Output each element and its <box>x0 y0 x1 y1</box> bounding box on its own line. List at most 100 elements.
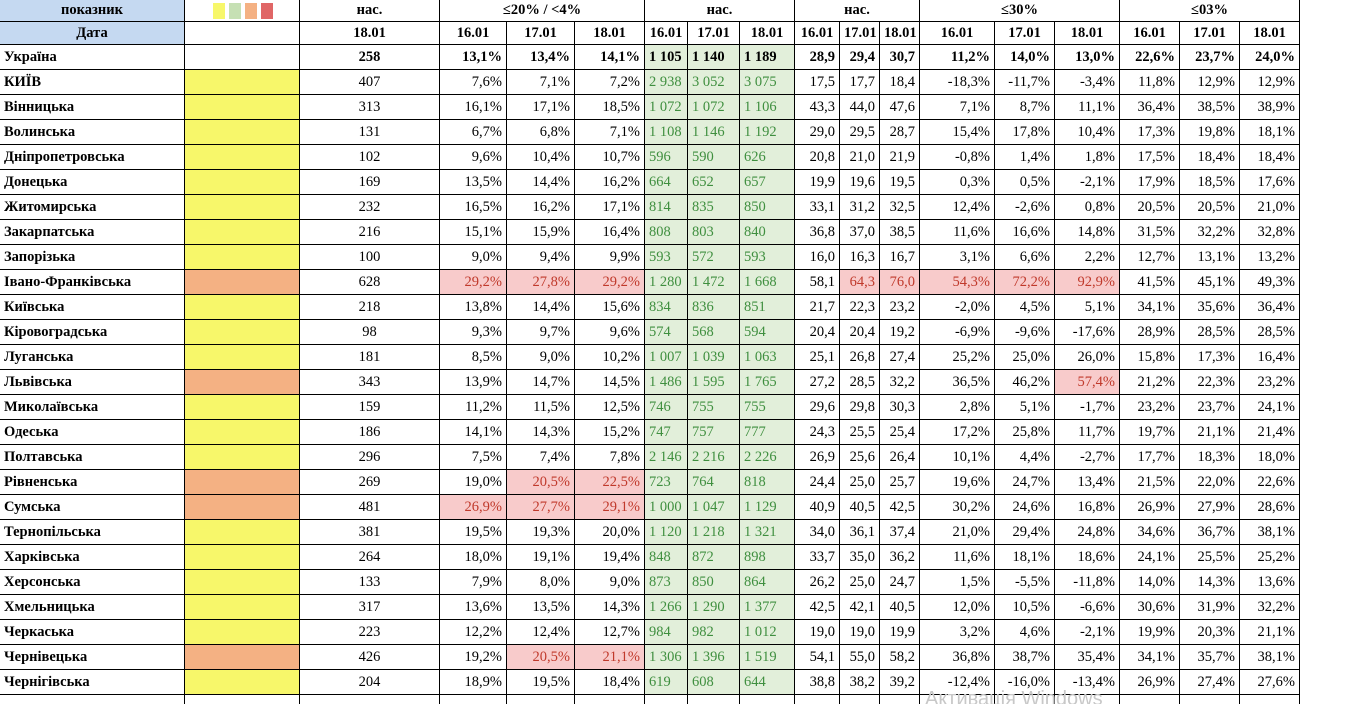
value-cell: 7,1% <box>575 120 645 145</box>
date: 18.01 <box>1240 22 1300 45</box>
empty-cell <box>1180 695 1240 704</box>
value-cell: 1 105 <box>645 45 688 70</box>
empty-cell <box>840 695 880 704</box>
value-cell: 2 226 <box>740 445 795 470</box>
value-cell: 29,0 <box>795 120 840 145</box>
value-cell: 31,2 <box>840 195 880 220</box>
value-cell: 19,2% <box>440 645 507 670</box>
value-cell: 296 <box>300 445 440 470</box>
value-cell: 31,9% <box>1180 595 1240 620</box>
value-cell: 1 189 <box>740 45 795 70</box>
value-cell: 36,4% <box>1120 95 1180 120</box>
value-cell: 7,1% <box>507 70 575 95</box>
status-flag <box>185 495 300 520</box>
date: 18.01 <box>740 22 795 45</box>
date: 17.01 <box>507 22 575 45</box>
status-flag <box>185 445 300 470</box>
value-cell: 21,1% <box>575 645 645 670</box>
value-cell: 873 <box>645 570 688 595</box>
value-cell: 626 <box>740 145 795 170</box>
value-cell: 7,8% <box>575 445 645 470</box>
value-cell: 1 129 <box>740 495 795 520</box>
value-cell: 14,7% <box>507 370 575 395</box>
value-cell: 18,4% <box>1180 145 1240 170</box>
value-cell: -2,0% <box>920 295 995 320</box>
region-name: КИЇВ <box>0 70 185 95</box>
value-cell: 27,8% <box>507 270 575 295</box>
status-flag <box>185 620 300 645</box>
value-cell: 343 <box>300 370 440 395</box>
value-cell: 23,2% <box>1240 370 1300 395</box>
value-cell: 25,0% <box>995 345 1055 370</box>
value-cell: 17,1% <box>575 195 645 220</box>
value-cell: 92,9% <box>1055 270 1120 295</box>
value-cell: 21,0% <box>920 520 995 545</box>
value-cell: 13,4% <box>507 45 575 70</box>
value-cell: 426 <box>300 645 440 670</box>
value-cell: -18,3% <box>920 70 995 95</box>
value-cell: -0,8% <box>920 145 995 170</box>
value-cell: 657 <box>740 170 795 195</box>
value-cell: 19,7% <box>1120 420 1180 445</box>
value-cell: 1 072 <box>688 95 740 120</box>
value-cell: 28,7 <box>880 120 920 145</box>
region-name: Луганська <box>0 345 185 370</box>
value-cell: 22,0% <box>1180 470 1240 495</box>
group-header: нас. <box>795 0 920 22</box>
value-cell: 8,7% <box>995 95 1055 120</box>
value-cell: 864 <box>740 570 795 595</box>
region-name: Волинська <box>0 120 185 145</box>
value-cell: 38,9% <box>1240 95 1300 120</box>
value-cell: 17,3% <box>1180 345 1240 370</box>
value-cell: 19,0% <box>440 470 507 495</box>
value-cell: 1 280 <box>645 270 688 295</box>
value-cell: 25,5% <box>1180 545 1240 570</box>
date: 17.01 <box>840 22 880 45</box>
date: 16.01 <box>795 22 840 45</box>
value-cell: 1 595 <box>688 370 740 395</box>
value-cell: 29,4% <box>995 520 1055 545</box>
region-name: Вінницька <box>0 95 185 120</box>
value-cell: 35,7% <box>1180 645 1240 670</box>
status-flag <box>185 545 300 570</box>
region-name: Хмельницька <box>0 595 185 620</box>
value-cell: 34,0 <box>795 520 840 545</box>
region-name: Миколаївська <box>0 395 185 420</box>
value-cell: 14,4% <box>507 295 575 320</box>
value-cell: 644 <box>740 670 795 695</box>
value-cell: 1 039 <box>688 345 740 370</box>
value-cell: 16,4% <box>575 220 645 245</box>
legend-swatch <box>261 3 273 19</box>
value-cell: 17,5% <box>1120 145 1180 170</box>
value-cell: 20,3% <box>1180 620 1240 645</box>
value-cell: 2 146 <box>645 445 688 470</box>
value-cell: 14,0% <box>1120 570 1180 595</box>
value-cell: 25,5 <box>840 420 880 445</box>
value-cell: 269 <box>300 470 440 495</box>
value-cell: 4,4% <box>995 445 1055 470</box>
value-cell: 45,1% <box>1180 270 1240 295</box>
value-cell: 13,6% <box>440 595 507 620</box>
value-cell: 7,4% <box>507 445 575 470</box>
value-cell: -2,1% <box>1055 170 1120 195</box>
value-cell: 25,1 <box>795 345 840 370</box>
value-cell: 851 <box>740 295 795 320</box>
value-cell: 11,8% <box>1120 70 1180 95</box>
value-cell: 21,9 <box>880 145 920 170</box>
value-cell: 3 052 <box>688 70 740 95</box>
value-cell: 36,8 <box>795 220 840 245</box>
date: 17.01 <box>688 22 740 45</box>
status-flag <box>185 70 300 95</box>
date: 18.01 <box>880 22 920 45</box>
value-cell: 24,1% <box>1120 545 1180 570</box>
status-flag <box>185 245 300 270</box>
value-cell: 7,2% <box>575 70 645 95</box>
value-cell: 313 <box>300 95 440 120</box>
value-cell: -16,0% <box>995 670 1055 695</box>
value-cell: 8,0% <box>507 570 575 595</box>
value-cell: 14,4% <box>507 170 575 195</box>
value-cell: 35,6% <box>1180 295 1240 320</box>
value-cell: 36,8% <box>920 645 995 670</box>
value-cell: 24,0% <box>1240 45 1300 70</box>
value-cell: 13,8% <box>440 295 507 320</box>
